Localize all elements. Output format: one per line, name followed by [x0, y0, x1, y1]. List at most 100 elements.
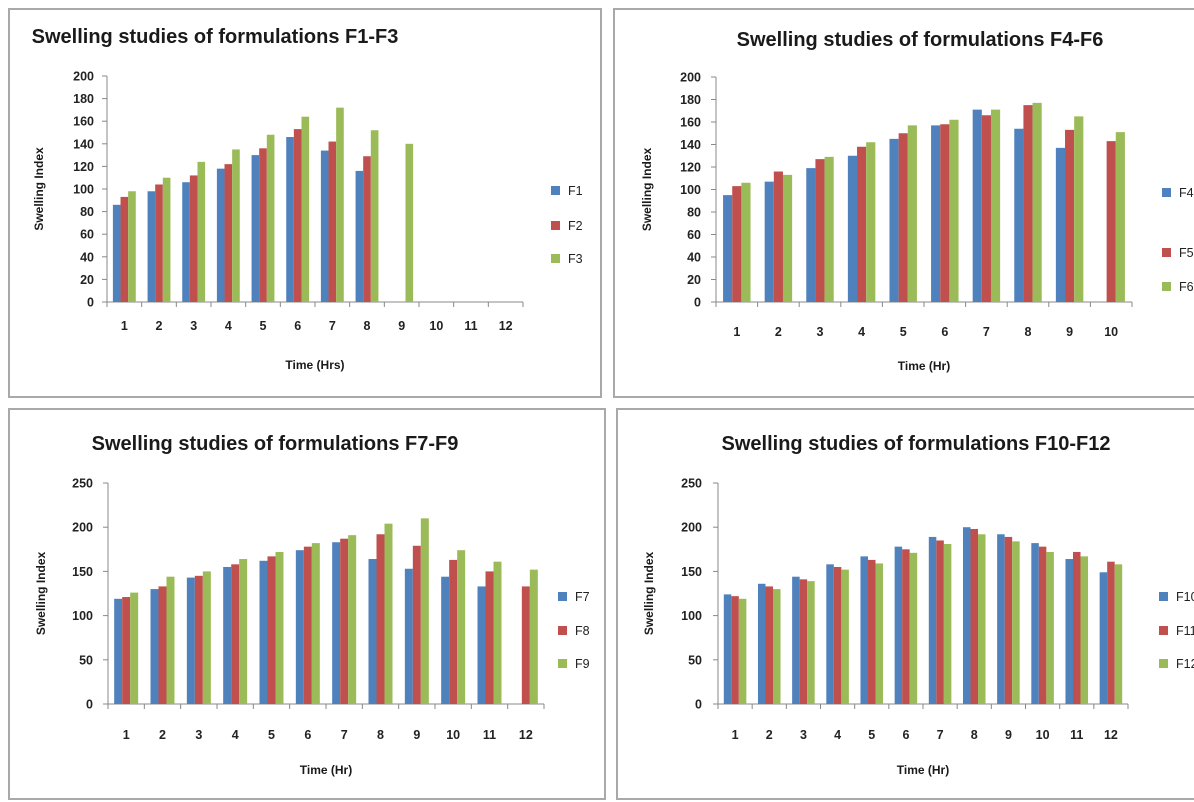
bar-f9-4	[239, 559, 248, 704]
bar-f7-6	[295, 550, 304, 704]
bar-f5-7	[981, 115, 991, 302]
x-tick-label: 6	[304, 728, 311, 742]
bar-f4-1	[723, 195, 733, 302]
legend-swatch-f12	[1159, 659, 1168, 668]
y-tick-label: 80	[687, 206, 701, 220]
legend-label-f11: F11	[1176, 624, 1194, 638]
legend-swatch-f7	[558, 592, 567, 601]
bar-f12-9	[1012, 541, 1020, 704]
y-tick-label: 0	[694, 296, 701, 310]
chart-f1-f3: Swelling studies of formulations F1-F3 0 2…	[32, 26, 583, 372]
bar-f1-1	[112, 204, 121, 302]
bar-f6-9	[1074, 116, 1084, 302]
y-tick-label: 0	[87, 296, 94, 310]
y-tick-label: 0	[695, 698, 702, 712]
bar-f4-7	[972, 109, 982, 302]
bar-f8-5	[267, 556, 276, 704]
x-tick-label: 1	[732, 728, 739, 742]
bar-f6-10	[1115, 132, 1125, 302]
bar-f8-1	[122, 597, 131, 704]
bar-f5-10	[1106, 141, 1116, 302]
bar-f3-6	[301, 116, 310, 303]
legend-swatch-f5	[1162, 248, 1171, 257]
y-tick-label: 160	[73, 115, 94, 129]
y-tick-label: 180	[680, 93, 701, 107]
x-tick-label: 9	[1066, 325, 1073, 339]
bar-f10-5	[860, 556, 868, 704]
legend-swatch-f11	[1159, 626, 1168, 635]
legend-label-f7: F7	[575, 590, 590, 604]
bar-f8-11	[485, 571, 494, 704]
bar-f11-10	[1038, 546, 1047, 704]
bar-f8-10	[449, 559, 458, 704]
bar-f10-6	[894, 546, 903, 704]
bar-f7-4	[223, 566, 232, 704]
x-tick-label: 3	[195, 728, 202, 742]
bar-f8-7	[340, 538, 349, 704]
y-tick-label: 20	[687, 273, 701, 287]
bar-f9-12	[529, 569, 538, 704]
legend-label-f1: F1	[568, 184, 583, 198]
y-tick-label: 0	[86, 698, 93, 712]
bar-f7-7	[332, 542, 341, 704]
chart-title: Swelling studies of formulations F7-F9	[92, 433, 459, 455]
chart-f10-f12: Swelling studies of formulations F10-F12…	[642, 433, 1194, 777]
bar-f3-9	[405, 143, 414, 302]
y-tick-label: 250	[72, 477, 93, 491]
bar-f1-5	[251, 155, 260, 302]
bar-f9-7	[348, 535, 357, 704]
y-tick-label: 50	[688, 653, 702, 667]
x-axis-label: Time (Hr)	[897, 763, 949, 777]
bar-f10-2	[757, 583, 766, 704]
bar-f7-2	[150, 589, 159, 704]
bar-f2-4	[224, 164, 233, 302]
bar-f11-11	[1072, 551, 1081, 704]
bar-f8-12	[521, 586, 530, 704]
x-tick-label: 7	[341, 728, 348, 742]
bar-f11-5	[867, 559, 876, 704]
bar-f2-2	[155, 184, 163, 302]
x-tick-label: 4	[834, 728, 841, 742]
bar-f10-4	[826, 564, 834, 704]
x-tick-label: 7	[329, 319, 336, 333]
x-tick-label: 6	[941, 325, 948, 339]
x-tick-label: 1	[733, 325, 740, 339]
bar-f6-5	[907, 125, 917, 302]
chart-f7-f9: Swelling studies of formulations F7-F9 0 5…	[34, 433, 590, 777]
bar-f10-3	[792, 576, 800, 704]
bar-f9-10	[457, 550, 466, 704]
x-tick-label: 5	[868, 728, 875, 742]
bar-f4-9	[1055, 147, 1066, 302]
x-tick-label: 2	[775, 325, 782, 339]
x-tick-label: 9	[1005, 728, 1012, 742]
chart-panel-f7-f9: Swelling studies of formulations F7-F9 0 5…	[8, 408, 606, 800]
x-tick-label: 8	[364, 319, 371, 333]
bar-f6-7	[990, 109, 1001, 302]
chart-title: Swelling studies of formulations F1-F3	[32, 26, 399, 48]
x-tick-label: 12	[519, 728, 533, 742]
x-tick-label: 9	[398, 319, 405, 333]
bar-f10-7	[928, 536, 937, 704]
x-tick-label: 5	[260, 319, 267, 333]
bar-f4-5	[889, 138, 899, 302]
bar-f12-7	[943, 543, 952, 704]
y-tick-label: 100	[73, 183, 94, 197]
legend-swatch-f3	[551, 254, 560, 263]
bar-f8-8	[376, 534, 385, 704]
bar-f11-3	[799, 579, 808, 704]
x-axis-label: Time (Hr)	[898, 359, 950, 373]
x-tick-label: 10	[1104, 325, 1118, 339]
x-tick-label: 11	[464, 319, 477, 333]
y-tick-label: 200	[681, 521, 702, 535]
bar-f8-9	[412, 545, 421, 704]
bar-f6-1	[741, 182, 751, 302]
legend-swatch-f8	[558, 626, 567, 635]
x-tick-label: 4	[225, 319, 232, 333]
y-tick-label: 150	[72, 565, 93, 579]
bar-f5-1	[732, 186, 742, 302]
x-tick-label: 1	[121, 319, 128, 333]
bar-f9-2	[166, 576, 175, 704]
bar-f9-9	[420, 518, 429, 704]
y-axis-label: Swelling Index	[640, 148, 654, 232]
bar-f5-2	[773, 171, 783, 302]
